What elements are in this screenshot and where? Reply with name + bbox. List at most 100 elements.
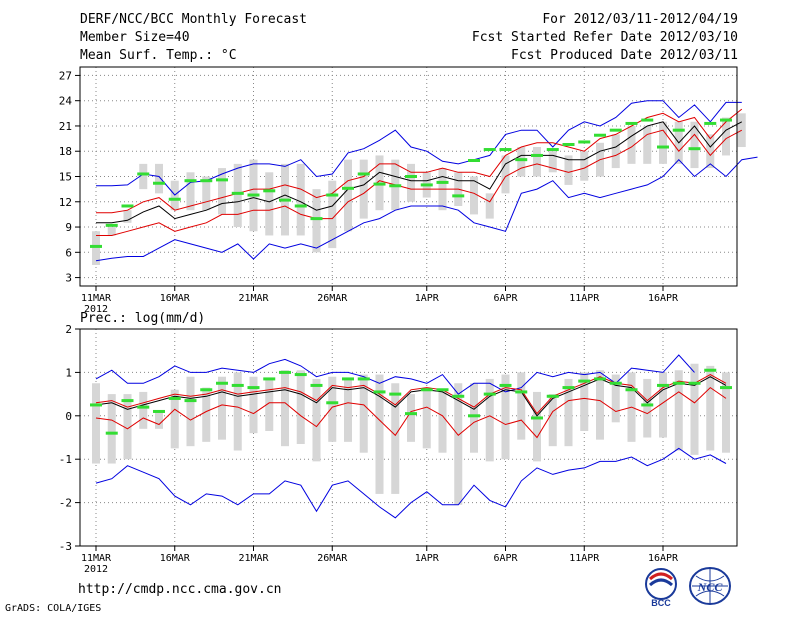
chart-title: DERF/NCC/BCC Monthly Forecast [80, 12, 307, 27]
precip-deterministic-marker [452, 394, 465, 398]
precip-deterministic-marker [468, 414, 480, 418]
bcc-logo-text: BCC [651, 598, 671, 607]
precip-deterministic-marker [720, 386, 732, 390]
precip-deterministic-marker [657, 383, 669, 387]
temp-deterministic-marker [578, 140, 591, 144]
temp-deterministic-marker [247, 193, 260, 197]
precip-box [454, 383, 463, 505]
precip-deterministic-marker [247, 386, 260, 390]
precip-deterministic-marker [562, 386, 575, 390]
precip-deterministic-marker [609, 381, 622, 385]
temp-box [202, 176, 211, 211]
precip-line-10th-percentile [95, 386, 727, 439]
precip-xtick-label: 6APR [493, 553, 518, 564]
temp-box [517, 147, 526, 177]
precip-box [328, 376, 337, 442]
precip-xtick-label: 1APR [415, 553, 440, 564]
temp-box [139, 163, 148, 190]
temp-deterministic-marker [310, 217, 323, 221]
precip-deterministic-marker [483, 392, 496, 396]
forecast-period: For 2012/03/11-2012/04/19 [542, 12, 738, 27]
temp-deterministic-marker [373, 182, 386, 186]
temp-box [580, 151, 589, 181]
temp-ytick-label: 6 [65, 246, 72, 259]
precip-deterministic-marker [168, 396, 181, 400]
temp-box [344, 159, 352, 232]
precip-deterministic-marker [357, 377, 370, 381]
precip-ytick-label: -1 [59, 453, 72, 466]
temp-line-ensemble-mean [96, 121, 743, 224]
precip-box [265, 378, 274, 431]
precip-xtick-label: 16MAR [160, 553, 191, 564]
precip-deterministic-marker [153, 409, 165, 413]
temp-ytick-label: 15 [59, 171, 72, 184]
precip-box [170, 389, 179, 449]
precip-box [407, 394, 415, 442]
temp-box [328, 180, 337, 249]
temp-deterministic-marker [216, 178, 228, 182]
precip-ytick-label: -3 [59, 540, 72, 553]
precip-box [580, 372, 589, 431]
temp-box [659, 121, 667, 164]
grads-credit: GrADS: COLA/IGES [5, 603, 102, 614]
temp-box [627, 125, 636, 164]
temp-xtick-label: 16MAR [160, 293, 191, 304]
temp-box [470, 176, 478, 215]
precip-deterministic-marker [231, 383, 244, 387]
precip-deterministic-marker [578, 379, 591, 383]
temp-deterministic-marker [357, 172, 370, 176]
precip-box [344, 378, 352, 442]
precip-box [107, 394, 116, 464]
precip-deterministic-marker [105, 431, 118, 435]
temp-deterministic-marker [499, 148, 512, 152]
precip-box [281, 370, 289, 447]
temp-deterministic-marker [436, 180, 449, 184]
precip-deterministic-marker [641, 403, 654, 407]
precip-box [296, 370, 305, 445]
precip-ytick-label: -2 [59, 497, 72, 510]
precip-line-ensemble-min [95, 447, 727, 519]
temp-box [123, 210, 132, 223]
temp-ytick-label: 24 [59, 95, 73, 108]
precip-deterministic-marker [294, 373, 307, 377]
temp-ytick-label: 18 [59, 145, 72, 158]
temp-deterministic-marker [562, 142, 575, 146]
temp-year-label: 2012 [84, 304, 108, 315]
precip-deterministic-marker [216, 381, 228, 385]
temp-deterministic-marker [137, 172, 150, 176]
precip-line-ensemble-mean [95, 376, 727, 417]
precip-xtick-label: 26MAR [317, 553, 348, 564]
source-url: http://cmdp.ncc.cma.gov.cn [78, 582, 282, 597]
temp-deterministic-marker [515, 158, 528, 162]
precip-box [92, 383, 100, 464]
temp-deterministic-marker [200, 179, 213, 183]
temp-deterministic-marker [168, 197, 181, 201]
temp-box [218, 168, 226, 215]
temp-deterministic-marker [153, 181, 165, 185]
precip-box [517, 372, 526, 440]
temp-deterministic-marker [342, 186, 354, 190]
temp-box [312, 189, 321, 253]
precip-box [391, 383, 400, 494]
temp-box [485, 193, 494, 219]
precip-box [312, 378, 321, 462]
precip-frame [79, 328, 738, 547]
precip-box [564, 378, 573, 447]
precip-deterministic-marker [546, 394, 559, 398]
temp-box [92, 231, 100, 265]
bcc-logo: BCC [645, 568, 677, 607]
precip-deterministic-marker [310, 383, 323, 387]
temp-box [155, 163, 163, 194]
temp-box [548, 151, 557, 173]
temp-deterministic-marker [531, 153, 543, 157]
precip-year-label: 2012 [84, 564, 108, 575]
temperature-panel: 3 6 9 12 15 18 21 24 27 11MAR 16MAR 21MAR 26MAR 1APR 6… [59, 66, 758, 315]
precip-box [501, 374, 510, 460]
temp-deterministic-marker [90, 244, 102, 248]
precip-box [533, 391, 541, 462]
temp-deterministic-marker [279, 198, 291, 202]
precip-ytick-label: 1 [65, 366, 72, 379]
forecast-start-date: Fcst Started Refer Date 2012/03/10 [471, 30, 738, 45]
precip-box [611, 374, 620, 423]
temp-deterministic-marker [263, 189, 276, 193]
